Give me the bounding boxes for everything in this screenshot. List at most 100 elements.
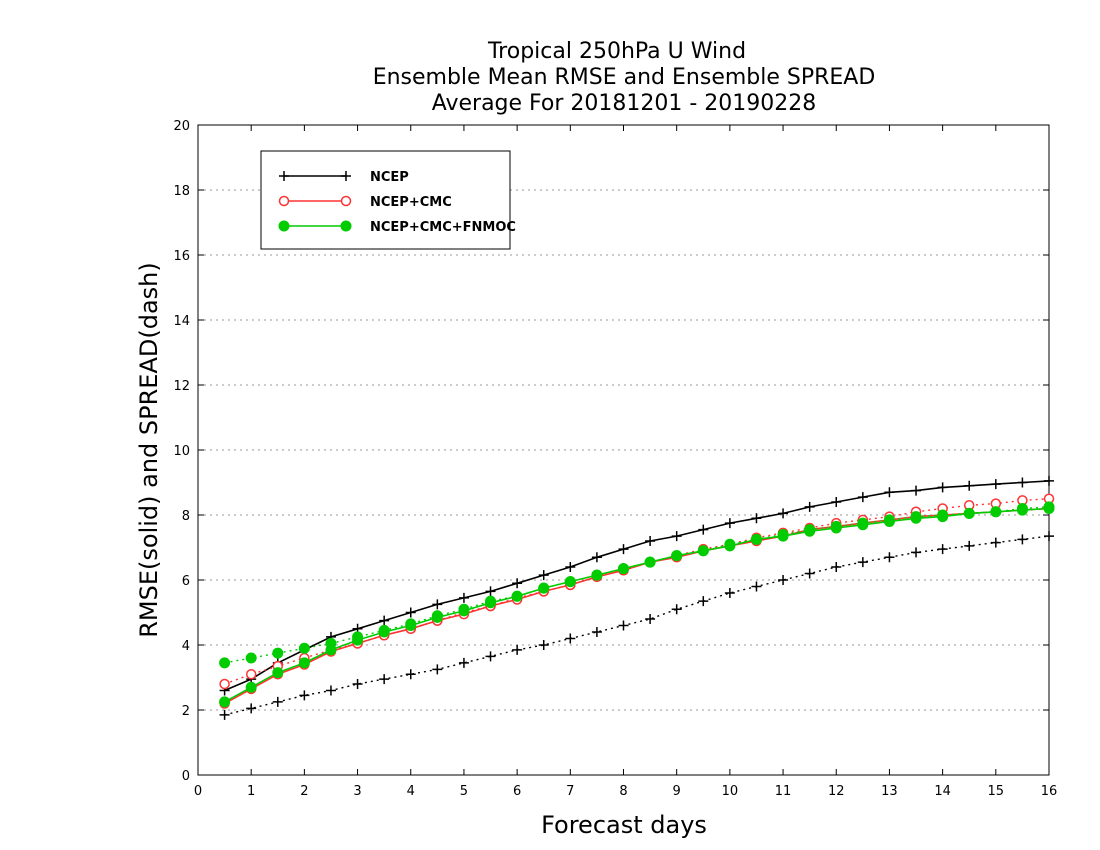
chart-title-line-3: Average For 20181201 - 20190228 — [432, 91, 817, 116]
y-tick-label: 16 — [173, 249, 190, 264]
x-tick-label: 0 — [194, 784, 202, 799]
point-ncep-cmc-fnmoc-rmse — [352, 634, 364, 646]
x-tick-label: 2 — [300, 784, 308, 799]
x-tick-label: 1 — [247, 784, 255, 799]
legend-marker-ncep-cmc — [340, 195, 352, 207]
series-ncep-cmc-fnmoc-rmse-line — [224, 507, 1050, 703]
point-ncep-spread — [299, 690, 310, 701]
point-ncep-spread — [831, 562, 842, 572]
x-tick-label: 11 — [775, 784, 792, 799]
point-ncep-spread — [698, 596, 709, 607]
x-tick-label: 4 — [407, 784, 415, 799]
point-ncep-spread — [778, 575, 789, 585]
legend-marker-ncep-cmc-fnmoc — [278, 220, 290, 232]
point-ncep-spread — [857, 557, 868, 568]
point-ncep-rmse — [937, 482, 948, 493]
point-ncep-rmse — [831, 497, 842, 507]
series-ncep-spread-line — [224, 535, 1050, 716]
series-layer — [219, 475, 1055, 720]
x-tick-label: 10 — [722, 784, 739, 799]
y-tick-label: 6 — [182, 574, 190, 589]
x-tick-label: 3 — [353, 784, 361, 799]
point-ncep-cmc-fnmoc-rmse — [298, 657, 310, 669]
x-tick-label: 16 — [1041, 784, 1058, 799]
point-ncep-rmse — [379, 615, 390, 626]
point-ncep-cmc-fnmoc-rmse — [431, 611, 443, 623]
grid — [198, 189, 1049, 711]
x-tick-label: 14 — [934, 784, 951, 799]
point-ncep-cmc-spread — [219, 678, 230, 690]
chart-title: Tropical 250hPa U Wind Ensemble Mean RMS… — [373, 39, 876, 116]
point-ncep-cmc-fnmoc-rmse — [272, 667, 284, 679]
series-ncep-cmc-spread-line — [224, 498, 1050, 685]
point-ncep-cmc-fnmoc-rmse — [937, 511, 949, 523]
y-tick-label: 14 — [173, 314, 190, 329]
point-ncep-cmc-fnmoc-rmse — [724, 540, 736, 552]
point-ncep-cmc-fnmoc-rmse — [883, 516, 895, 527]
legend-marker-ncep — [341, 171, 351, 181]
point-ncep-spread — [1044, 531, 1054, 542]
series-ncep-cmc-rmse-line — [224, 507, 1050, 705]
point-ncep-spread — [565, 633, 576, 644]
y-axis-label: RMSE(solid) and SPREAD(dash) — [135, 262, 163, 638]
y-tick-label: 12 — [173, 379, 190, 394]
point-ncep-cmc-fnmoc-rmse — [644, 556, 656, 568]
chart-title-line-1: Tropical 250hPa U Wind — [487, 39, 746, 64]
point-ncep-cmc-fnmoc-rmse — [777, 530, 789, 542]
point-ncep-cmc-fnmoc-rmse — [511, 590, 523, 602]
point-ncep-spread — [964, 540, 975, 551]
legend-label-ncep: NCEP — [370, 170, 409, 185]
point-ncep-cmc-fnmoc-rmse — [591, 569, 603, 581]
point-ncep-spread — [219, 709, 230, 720]
point-ncep-spread — [937, 544, 948, 555]
point-ncep-cmc-fnmoc-spread — [219, 657, 231, 669]
point-ncep-cmc-fnmoc-rmse — [963, 507, 975, 519]
point-ncep-rmse — [751, 513, 762, 524]
x-tick-label: 7 — [566, 784, 574, 799]
point-ncep-spread — [405, 669, 416, 680]
point-ncep-rmse — [458, 592, 469, 603]
point-ncep-spread — [458, 657, 469, 668]
point-ncep-cmc-fnmoc-rmse — [325, 644, 337, 656]
point-ncep-cmc-fnmoc-rmse — [618, 563, 629, 575]
y-tick-label: 10 — [173, 444, 190, 459]
point-ncep-cmc-spread — [245, 669, 257, 680]
point-ncep-cmc-fnmoc-rmse — [1016, 504, 1028, 516]
point-ncep-rmse — [645, 536, 656, 546]
legend-marker-ncep-cmc-fnmoc — [340, 220, 352, 232]
point-ncep-spread — [432, 664, 443, 675]
point-ncep-rmse — [884, 487, 895, 498]
point-ncep-rmse — [778, 508, 789, 519]
point-ncep-cmc-fnmoc-rmse — [990, 506, 1002, 518]
point-ncep-cmc-fnmoc-rmse — [830, 522, 842, 534]
x-tick-label: 15 — [988, 784, 1005, 799]
point-ncep-rmse — [565, 562, 576, 572]
x-tick-label: 5 — [460, 784, 468, 799]
point-ncep-rmse — [990, 479, 1001, 490]
point-ncep-rmse — [1044, 475, 1054, 486]
point-ncep-cmc-fnmoc-rmse — [1043, 503, 1055, 514]
point-ncep-spread — [352, 679, 363, 689]
point-ncep-rmse — [618, 544, 629, 555]
series-ncep-rmse-line — [224, 480, 1050, 692]
point-ncep-spread — [671, 604, 682, 615]
point-ncep-cmc-fnmoc-rmse — [485, 597, 497, 609]
y-tick-label: 0 — [182, 769, 190, 784]
legend: NCEP NCEP+CMC NCEP+CMC+FNMOC — [260, 150, 516, 250]
legend-label-ncep-cmc-fnmoc: NCEP+CMC+FNMOC — [370, 220, 516, 235]
x-tick-label: 9 — [673, 784, 681, 799]
point-ncep-rmse — [698, 524, 709, 535]
x-tick-label: 12 — [828, 784, 845, 799]
point-ncep-spread — [485, 651, 496, 662]
point-ncep-spread — [990, 537, 1001, 548]
x-tick-label: 6 — [513, 784, 521, 799]
point-ncep-rmse — [857, 492, 868, 503]
point-ncep-rmse — [911, 485, 922, 496]
y-tick-label: 4 — [182, 639, 190, 654]
y-tick-label: 20 — [173, 119, 190, 134]
series-ncep-cmc-fnmoc-spread-line — [224, 506, 1050, 664]
point-ncep-cmc-fnmoc-rmse — [219, 696, 231, 708]
point-ncep-rmse — [591, 552, 602, 563]
point-ncep-rmse — [804, 501, 815, 512]
